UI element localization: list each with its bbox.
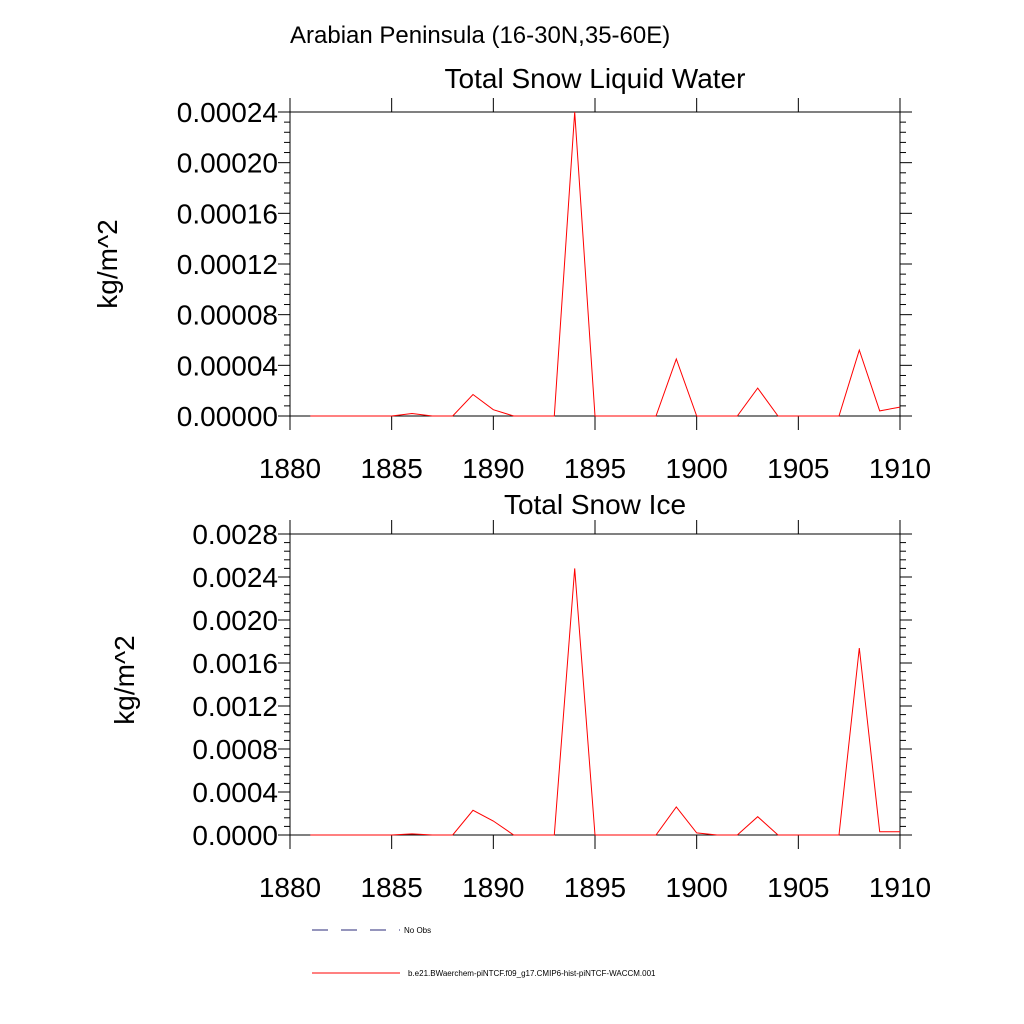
chart-0-xtick-label: 1900 <box>666 453 728 484</box>
chart-1-xtick-label: 1880 <box>259 872 321 903</box>
chart-1-xtick-label: 1885 <box>361 872 423 903</box>
chart-1-plot-frame <box>289 533 901 836</box>
chart-1-series-line <box>310 568 900 836</box>
legend-label-no-obs: No Obs <box>404 926 431 935</box>
chart-1-xtick-label: 1905 <box>767 872 829 903</box>
figure-title: Arabian Peninsula (16-30N,35-60E) <box>290 22 670 49</box>
chart-0-xtick-label: 1885 <box>361 453 423 484</box>
legend: No Obs b.e21.BWaerchem-piNTCF.f09_g17.CM… <box>312 926 656 978</box>
chart-0-ytick-label: 0.00008 <box>177 300 278 331</box>
chart-1-xtick-label: 1900 <box>666 872 728 903</box>
chart-1-xtick-label: 1910 <box>869 872 931 903</box>
chart-1-xtick-label: 1890 <box>462 872 524 903</box>
chart-1-ytick-label: 0.0012 <box>192 691 278 722</box>
legend-label-model-run: b.e21.BWaerchem-piNTCF.f09_g17.CMIP6-his… <box>408 969 656 978</box>
chart-0-xtick-label: 1905 <box>767 453 829 484</box>
chart-0-ylabel: kg/m^2 <box>92 219 123 308</box>
chart-0-xtick-label: 1890 <box>462 453 524 484</box>
chart-0-ytick-label: 0.00004 <box>177 350 278 381</box>
chart-0-ytick-label: 0.00000 <box>177 401 278 432</box>
chart-0-xtick-label: 1910 <box>869 453 931 484</box>
chart-0-ytick-label: 0.00024 <box>177 97 278 128</box>
chart-1-ytick-label: 0.0024 <box>192 562 278 593</box>
chart-0-series-line <box>310 111 901 417</box>
chart-0-xtick-label: 1895 <box>564 453 626 484</box>
chart-1-xtick-label: 1895 <box>564 872 626 903</box>
chart-0-plot-frame <box>289 111 901 417</box>
chart-1-ytick-label: 0.0020 <box>192 605 278 636</box>
panel-snow-ice: Total Snow Ice 1880 1885 1890 1895 1900 1905 19… <box>109 489 931 903</box>
chart-1-ytick-label: 0.0028 <box>192 519 278 550</box>
chart-0-ytick-label: 0.00020 <box>177 148 278 179</box>
chart-0-ytick-label: 0.00016 <box>177 198 278 229</box>
chart-1-ylabel: kg/m^2 <box>109 635 140 724</box>
chart-1-ytick-label: 0.0008 <box>192 734 278 765</box>
chart-0-title: Total Snow Liquid Water <box>445 63 746 94</box>
panel-snow-liquid-water: Total Snow Liquid Water 1880 1885 1890 1895 1… <box>92 63 931 484</box>
chart-0-ytick-label: 0.00012 <box>177 249 278 280</box>
chart-1-ytick-label: 0.0016 <box>192 648 278 679</box>
chart-0-xtick-label: 1880 <box>259 453 321 484</box>
chart-1-ytick-label: 0.0000 <box>192 820 278 851</box>
chart-1-ytick-label: 0.0004 <box>192 777 278 808</box>
chart-1-title: Total Snow Ice <box>504 489 686 520</box>
